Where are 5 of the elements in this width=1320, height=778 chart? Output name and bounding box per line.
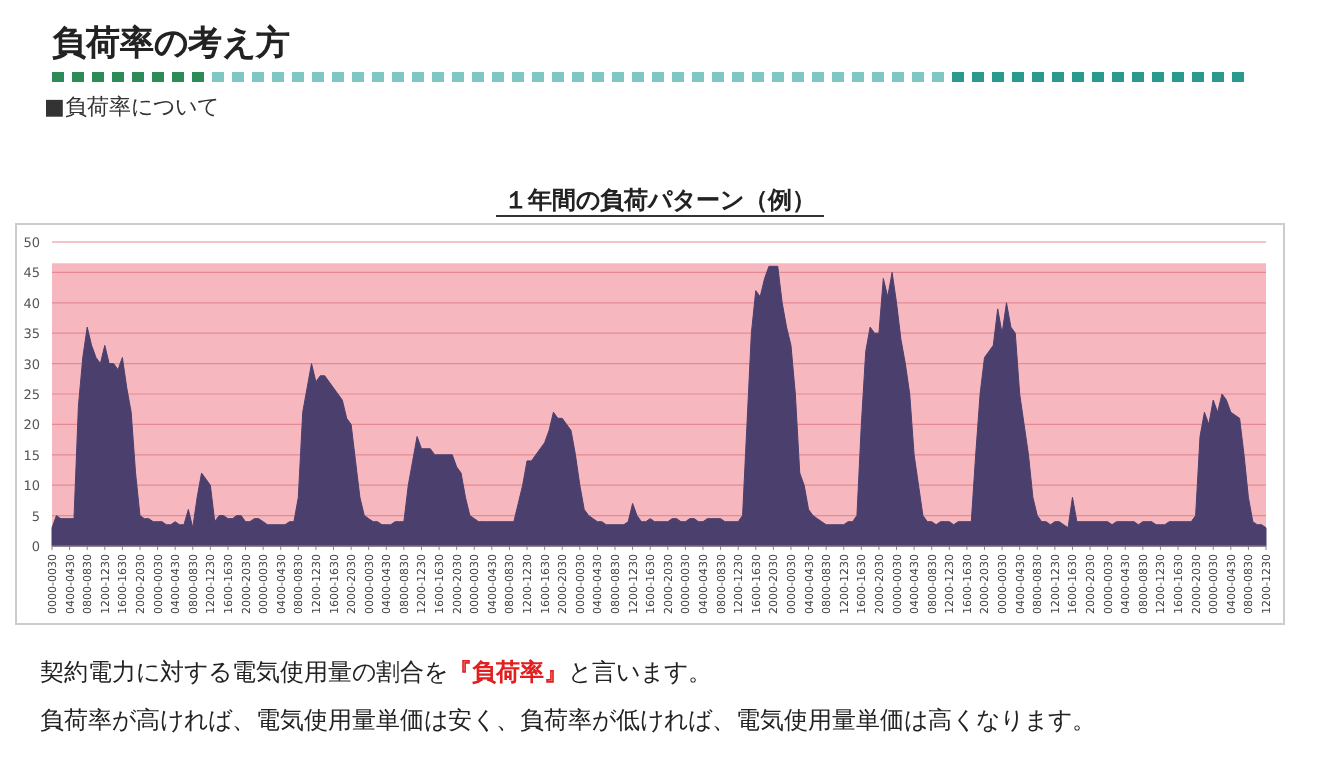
annotation: ■負荷率について xyxy=(44,94,219,120)
annotation: 負荷率が高ければ、電気使用量単価は安く、負荷率が低ければ、電気使用量単価は高くなります。 xyxy=(40,706,1096,734)
annotation: 負荷率の考え方 xyxy=(52,24,290,64)
annotation: 契約電力に対する電気使用量の割合を『負荷率』と言います。 xyxy=(40,658,712,686)
chart-title: １年間の負荷パターン（例） xyxy=(504,186,816,214)
